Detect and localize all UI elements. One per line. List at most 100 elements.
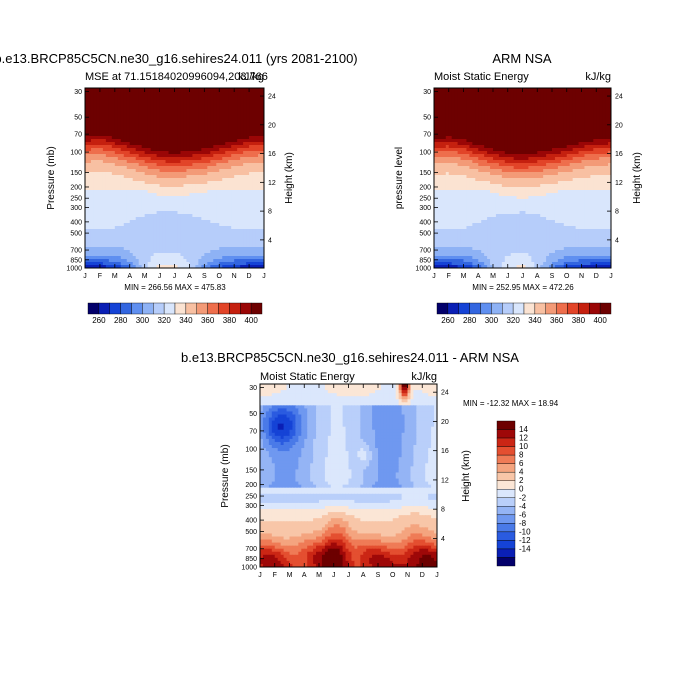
panel-obs-cell: [575, 124, 580, 128]
panel-model-cell: [252, 223, 256, 227]
panel-obs-cell: [445, 109, 450, 113]
panel-model-cell: [180, 178, 185, 182]
panel-model-cell: [261, 253, 264, 257]
panel-model-cell: [240, 94, 244, 98]
panel-model-cell: [216, 136, 220, 140]
panel-model-cell: [249, 97, 253, 101]
panel-obs-cell: [557, 112, 562, 116]
panel-obs-cell: [554, 94, 559, 98]
panel-obs-cell: [516, 136, 521, 140]
panel-model-cell: [102, 217, 107, 221]
panel-model-cell: [240, 220, 244, 224]
panel-model-cell: [258, 97, 262, 101]
panel-obs-cell: [546, 148, 550, 152]
panel-model-ylabel-right: Height (km): [284, 152, 295, 204]
panel-model-cell: [255, 103, 259, 107]
panel-obs-cell: [472, 109, 476, 113]
panel-model-cell: [90, 94, 95, 98]
panel-model-cell: [129, 193, 134, 197]
panel-model-cell: [168, 220, 173, 224]
panel-model-cell: [141, 259, 146, 263]
panel-obs-cell: [439, 88, 444, 92]
panel-obs-cell: [593, 136, 597, 140]
panel-model-cell: [138, 232, 143, 236]
panel-model-cell: [258, 244, 262, 248]
panel-model-cell: [231, 136, 235, 140]
panel-model-cell: [156, 118, 161, 122]
panel-model-cell: [171, 241, 176, 245]
panel-model-cell: [246, 121, 250, 125]
panel-model-cell: [171, 253, 176, 257]
panel-model-cell: [258, 214, 262, 218]
panel-model-cell: [237, 145, 241, 149]
panel-model-cell: [219, 124, 223, 128]
panel-model-cell: [255, 247, 259, 251]
panel-obs-cell: [507, 91, 512, 95]
panel-model-cell: [126, 196, 131, 200]
panel-model-cell: [111, 256, 116, 260]
panel-obs-cell: [522, 148, 527, 152]
panel-model-cell: [96, 169, 101, 173]
panel-obs-cell: [534, 97, 538, 101]
panel-model-cell: [108, 256, 113, 260]
panel-model-cell: [102, 175, 107, 179]
panel-model-cell: [132, 178, 137, 182]
panel-model-cell: [117, 91, 122, 95]
panel-model-cell: [87, 220, 92, 224]
panel-obs-cell: [454, 94, 459, 98]
panel-model-cell: [237, 148, 241, 152]
panel-model-cell: [183, 211, 188, 215]
panel-obs-cell: [552, 130, 556, 134]
panel-model-cell: [165, 175, 170, 179]
panel-model-cell: [234, 196, 238, 200]
panel-model-cell: [180, 262, 185, 266]
panel-model-cell: [132, 175, 137, 179]
panel-model-cell: [168, 214, 173, 218]
panel-obs-cell: [501, 136, 506, 140]
panel-obs-cell: [487, 133, 491, 137]
panel-model-cell: [189, 133, 193, 137]
panel-obs-cell: [566, 97, 571, 101]
panel-model-cell: [255, 136, 259, 140]
panel-model-cell: [123, 118, 128, 122]
panel-model-cell: [234, 211, 238, 215]
panel-obs-cell: [490, 106, 494, 110]
panel-model-cell: [204, 103, 208, 107]
panel-model-cell: [150, 100, 155, 104]
panel-obs-cell: [510, 94, 515, 98]
panel-model-cell: [261, 265, 264, 268]
panel-model-cell: [237, 124, 241, 128]
panel-model-cell: [168, 136, 173, 140]
panel-obs-cell: [540, 121, 544, 125]
panel-obs-cell: [581, 139, 586, 143]
panel-model-cell: [165, 208, 170, 212]
panel-model-cell: [210, 250, 214, 254]
panel-model-cell: [102, 184, 107, 188]
panel-model-cell: [180, 121, 185, 125]
panel-model-cell: [132, 226, 137, 230]
panel-obs-cell: [608, 121, 611, 125]
panel-obs-cell: [572, 142, 577, 146]
panel-obs-cell: [543, 142, 547, 146]
panel-model-cell: [195, 199, 199, 203]
panel-model-cell: [129, 247, 134, 251]
panel-model-cell: [150, 187, 155, 191]
panel-model-cell: [165, 97, 170, 101]
panel-model-cell: [93, 124, 98, 128]
panel-model-cell: [165, 121, 170, 125]
panel-model-cell: [135, 118, 140, 122]
panel-model-cell: [252, 232, 256, 236]
panel-model-cell: [189, 262, 193, 266]
panel-model-cell: [108, 163, 113, 167]
panel-model-cell: [240, 121, 244, 125]
panel-model-cell: [108, 124, 113, 128]
panel-model-cell: [255, 196, 259, 200]
panel-model-cell: [204, 151, 208, 155]
panel-model-cell: [132, 157, 137, 161]
panel-obs-cell: [436, 130, 441, 134]
panel-obs-cell: [596, 94, 600, 98]
panel-model-cell: [207, 148, 211, 152]
panel-obs-cell: [543, 88, 547, 92]
panel-obs-cell: [563, 145, 568, 149]
panel-model-cell: [102, 103, 107, 107]
